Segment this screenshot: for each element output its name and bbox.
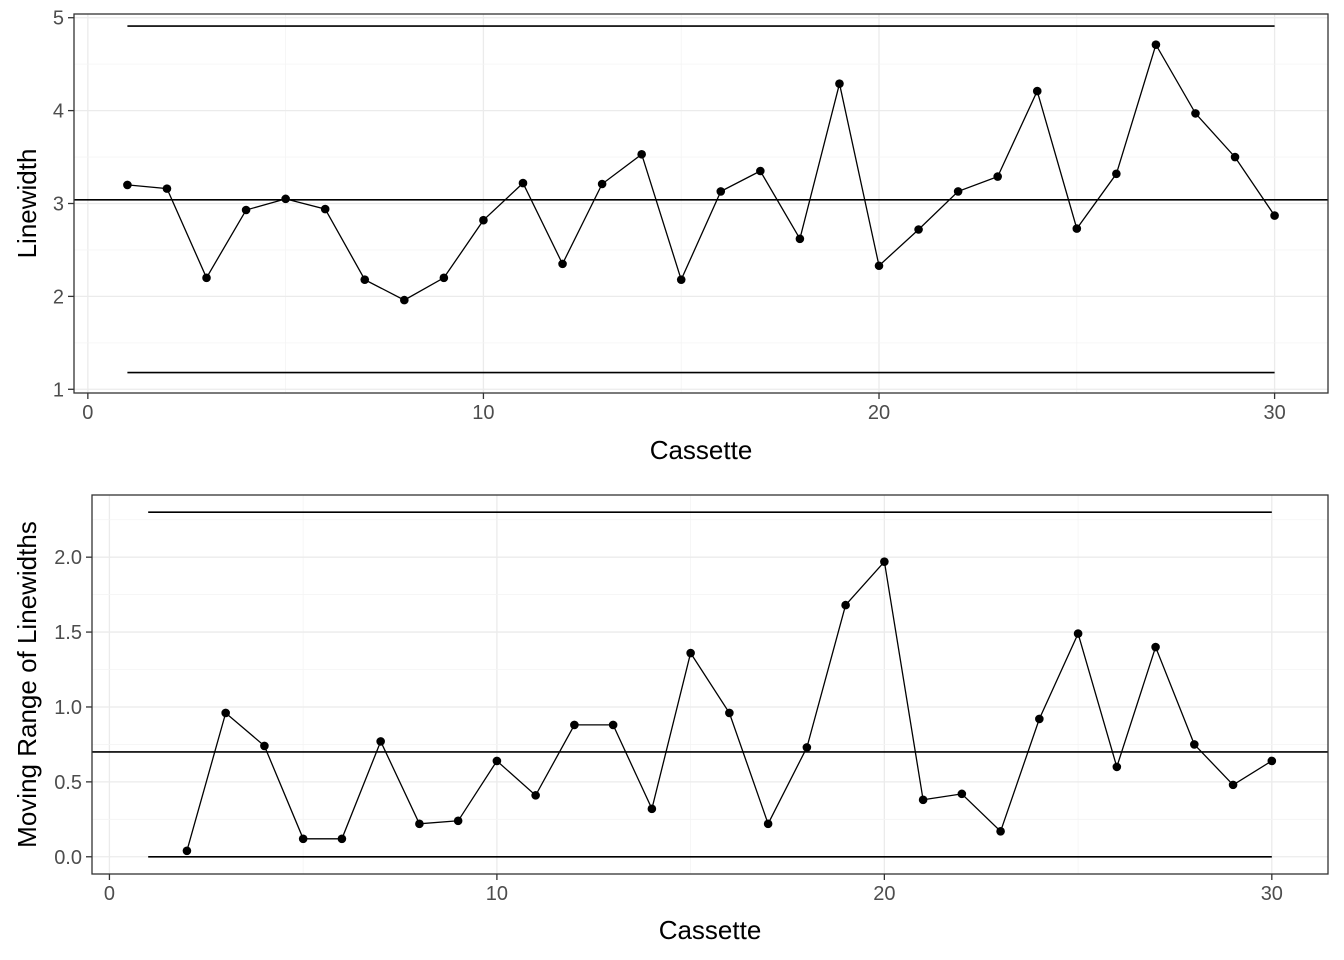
x-tick-label: 10 — [472, 402, 494, 424]
data-point — [1151, 642, 1160, 652]
x-tick-label: 20 — [873, 883, 895, 905]
y-axis-title: Linewidth — [12, 149, 42, 259]
data-point — [123, 180, 132, 190]
axis-ticks: 0 10 20 30 1 2 3 4 5 — [53, 8, 1286, 424]
data-point — [835, 79, 844, 88]
data-point — [996, 827, 1005, 836]
data-point — [360, 275, 370, 284]
data-point — [439, 273, 449, 283]
data-point — [1073, 629, 1083, 638]
data-point — [320, 204, 330, 214]
data-point — [1190, 740, 1199, 749]
data-point — [453, 816, 463, 826]
data-point — [518, 178, 528, 188]
y-tick-label: 1 — [53, 379, 64, 401]
data-point — [202, 273, 211, 283]
control-limit-lines — [92, 511, 1328, 858]
x-tick-label: 20 — [868, 402, 890, 424]
data-point — [221, 708, 230, 718]
y-tick-label: 1.0 — [54, 697, 82, 719]
data-point — [1151, 40, 1161, 49]
y-tick-label: 0.5 — [54, 772, 82, 794]
x-tick-label: 0 — [82, 402, 93, 424]
data-point — [1191, 109, 1200, 118]
data-point — [298, 834, 308, 844]
data-point — [479, 215, 488, 225]
data-point — [795, 234, 805, 244]
data-point — [686, 648, 695, 658]
y-tick-label: 1.5 — [54, 622, 82, 644]
data-point — [874, 261, 884, 271]
data-point — [1267, 756, 1277, 766]
y-tick-label: 4 — [53, 101, 64, 123]
x-tick-label: 10 — [486, 883, 508, 905]
data-point — [953, 187, 963, 196]
data-point — [763, 819, 773, 829]
y-tick-label: 2.0 — [54, 547, 82, 569]
data-point — [492, 756, 502, 766]
gridlines — [74, 14, 1328, 393]
moving-range-chart: 0 10 20 30 0.0 0.5 1.0 1.5 2.0 Cassette Moving R… — [12, 494, 1329, 945]
data-point — [182, 846, 192, 856]
data-point — [802, 743, 812, 752]
data-point — [1112, 762, 1122, 772]
data-point — [597, 179, 607, 189]
data-point — [162, 184, 172, 193]
data-point — [608, 720, 618, 730]
data-series — [182, 557, 1277, 856]
data-point — [558, 259, 567, 269]
panel-border — [91, 494, 1329, 875]
x-axis-title: Cassette — [659, 915, 762, 945]
data-point — [241, 205, 251, 215]
data-point — [880, 557, 889, 566]
y-tick-label: 3 — [53, 194, 64, 216]
data-point — [841, 600, 850, 610]
data-point — [918, 795, 928, 805]
data-point — [1228, 780, 1238, 790]
data-point — [570, 720, 579, 730]
x-tick-label: 30 — [1263, 402, 1285, 424]
data-point — [260, 741, 269, 751]
data-point — [1072, 224, 1082, 233]
data-point — [676, 275, 686, 284]
y-tick-label: 5 — [53, 8, 64, 30]
data-point — [637, 149, 646, 159]
linewidth-chart: 0 10 20 30 1 2 3 4 5 Cassette Linewidth — [12, 8, 1329, 465]
axis-ticks: 0 10 20 30 0.0 0.5 1.0 1.5 2.0 — [54, 547, 1283, 905]
y-tick-label: 0.0 — [54, 847, 82, 869]
y-axis-title: Moving Range of Linewidths — [12, 521, 42, 848]
gridlines — [92, 495, 1328, 874]
control-limit-lines — [74, 25, 1328, 374]
x-tick-label: 0 — [104, 883, 115, 905]
data-point — [716, 187, 726, 196]
data-point — [1032, 86, 1042, 96]
data-point — [725, 708, 734, 718]
data-point — [376, 737, 385, 746]
data-point — [531, 791, 540, 800]
data-point — [647, 804, 657, 814]
data-point — [1035, 714, 1044, 724]
data-point — [914, 225, 923, 234]
data-point — [400, 295, 409, 305]
data-point — [281, 194, 290, 204]
x-tick-label: 30 — [1261, 883, 1283, 905]
y-tick-label: 2 — [53, 286, 64, 308]
data-point — [1270, 211, 1279, 220]
x-axis-title: Cassette — [650, 435, 753, 465]
data-point — [1112, 169, 1121, 179]
series-line — [186, 560, 1273, 851]
data-point — [957, 789, 967, 799]
data-point — [415, 819, 424, 829]
data-point — [337, 834, 347, 844]
data-series — [123, 40, 1279, 305]
data-point — [1230, 152, 1240, 162]
data-point — [756, 166, 765, 176]
series-line — [127, 43, 1276, 301]
data-point — [993, 172, 1002, 181]
